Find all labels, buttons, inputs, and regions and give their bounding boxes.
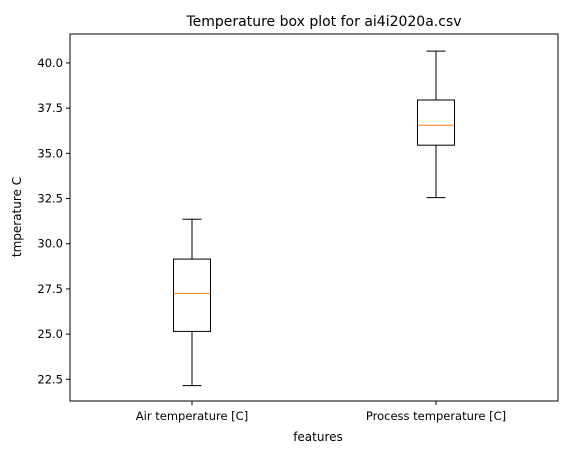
box-iqr [173,258,211,332]
y-tick-label: 27.5 [37,282,63,296]
plot-area: 22.5 25.0 27.5 30.0 32.5 35.0 37.5 40.0 Air temp… [37,33,559,423]
y-tick-label: 40.0 [37,56,63,70]
y-tick-label: 32.5 [37,192,63,206]
x-axis-label: features [293,430,343,444]
y-axis-label: tmperature C [10,177,24,257]
chart-title: Temperature box plot for ai4i2020a.csv [185,14,461,30]
y-tick-label: 35.0 [37,146,63,160]
plot-frame [69,33,559,402]
box-iqr [417,99,455,146]
y-tick-label: 25.0 [37,327,63,341]
y-tick-label: 30.0 [37,237,63,251]
x-tick-label: Air temperature [C] [136,409,248,423]
x-tick-label: Process temperature [C] [366,409,506,423]
y-tick-label: 37.5 [37,101,63,115]
y-tick-label: 22.5 [37,372,63,386]
